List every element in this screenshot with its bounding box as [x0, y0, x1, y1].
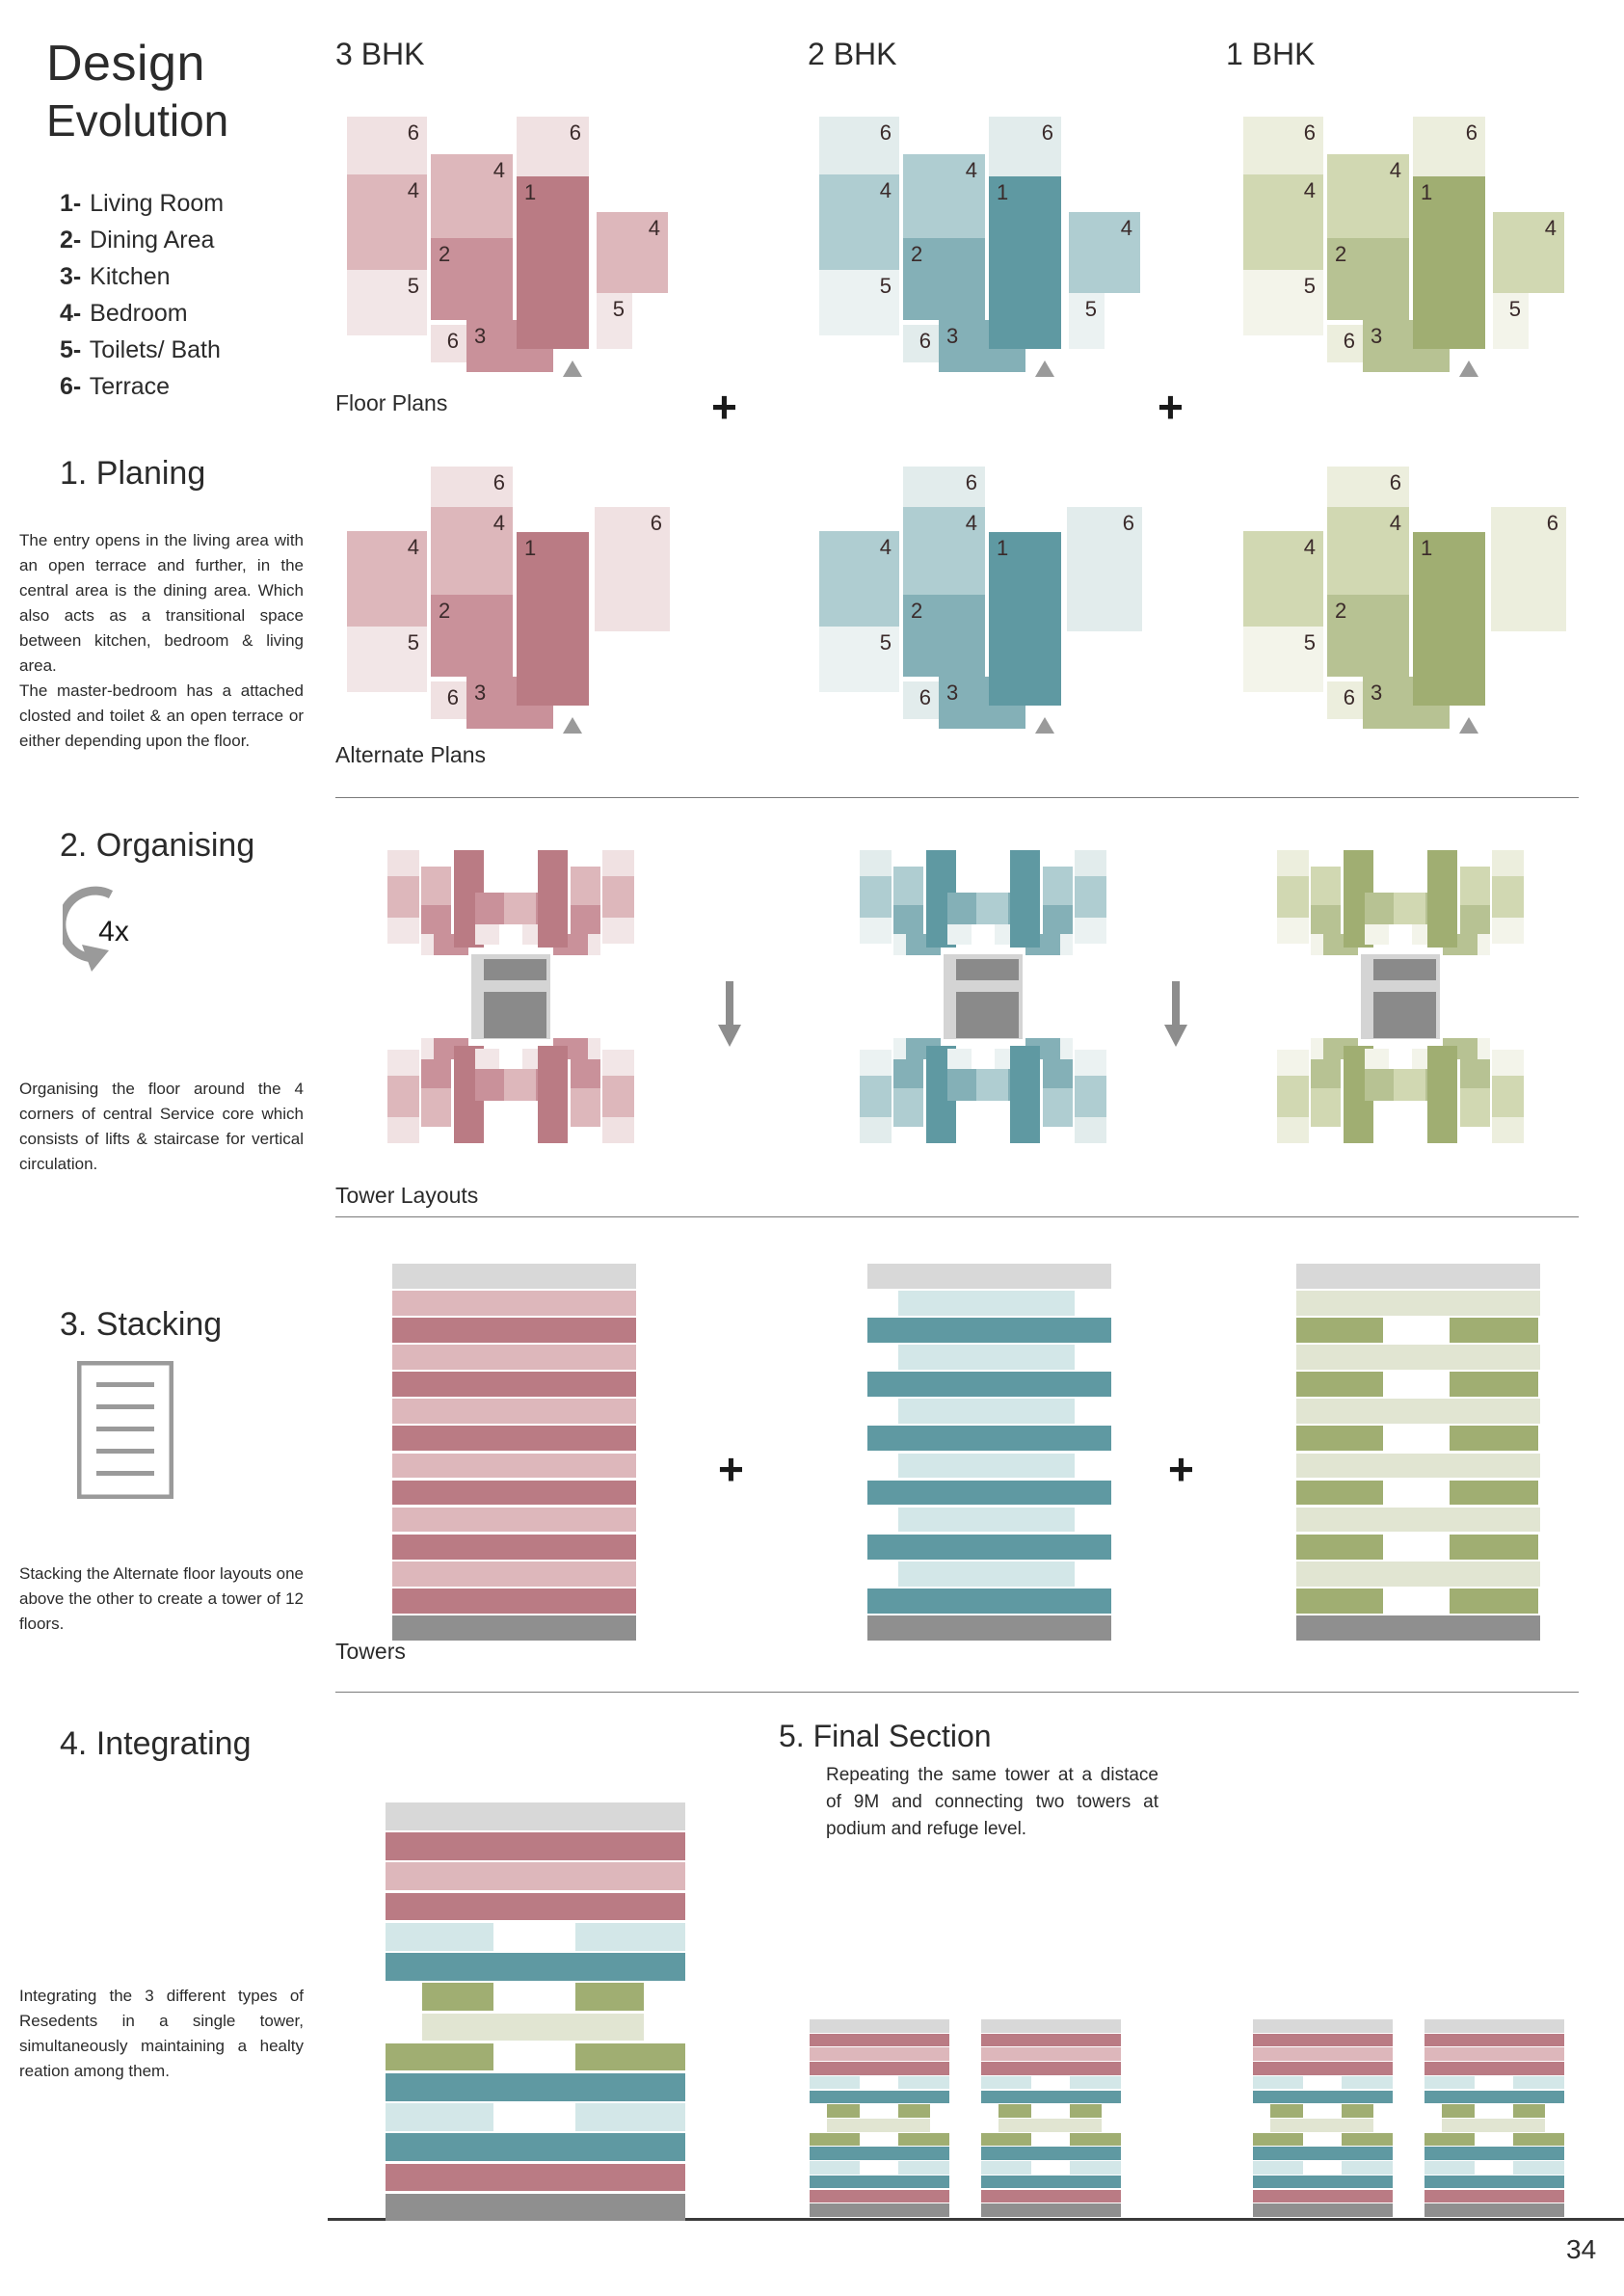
svg-text:4x: 4x — [98, 916, 129, 948]
